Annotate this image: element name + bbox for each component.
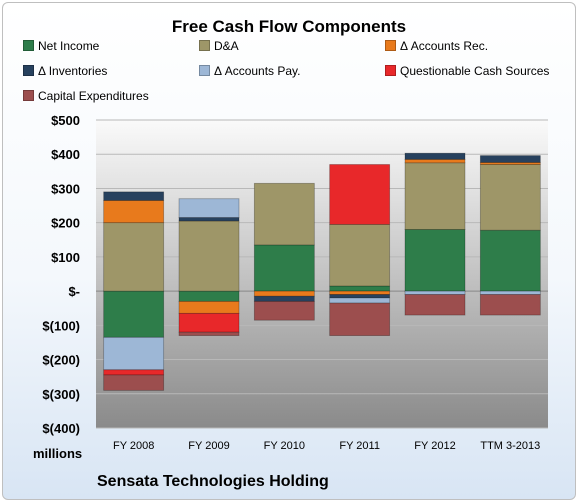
chart-title: Free Cash Flow Components — [171, 17, 407, 36]
plot-area: $500 $400 $300 $200 $100 $- $(100) $(200) $(300)… — [42, 113, 548, 452]
y-tick-label: $- — [68, 284, 80, 299]
bar-segment — [479, 162, 541, 165]
bar-segment — [329, 223, 391, 287]
bar-segment — [178, 300, 240, 314]
bar-segment — [178, 290, 240, 302]
legend-label: Net Income — [38, 39, 100, 53]
y-tick-label: $(300) — [42, 387, 80, 402]
bar-segment — [178, 220, 240, 292]
bar-segment — [103, 191, 165, 201]
x-tick-label: FY 2009 — [188, 440, 229, 452]
bar-segment — [479, 290, 541, 295]
bar-segment — [253, 244, 315, 292]
company-name: Sensata Technologies Holding — [97, 473, 329, 490]
y-tick-label: $100 — [51, 250, 80, 265]
legend-item: D&A — [199, 38, 239, 54]
bar-segment — [329, 290, 391, 295]
legend-item: Δ Accounts Pay. — [199, 63, 301, 79]
y-tick-label: $(400) — [42, 421, 80, 436]
legend-swatch — [385, 40, 396, 51]
y-tick-label: $300 — [51, 181, 80, 196]
legend-label: Δ Inventories — [38, 64, 108, 78]
legend-label: D&A — [214, 39, 239, 53]
bar-segment — [329, 294, 391, 299]
bar-segment — [479, 229, 541, 292]
legend-label: Δ Accounts Pay. — [214, 64, 301, 78]
y-tick-label: $(200) — [42, 353, 80, 368]
y-unit-label: millions — [33, 446, 83, 461]
legend-item: Net Income — [23, 38, 99, 54]
legend-swatch — [23, 65, 34, 76]
legend-item: Δ Inventories — [23, 63, 107, 79]
y-tick-label: $(100) — [42, 318, 80, 333]
legend-label: Capital Expenditures — [38, 89, 149, 103]
bar-segment — [404, 290, 466, 295]
bar-segment — [178, 217, 240, 222]
bar-segment — [103, 369, 165, 376]
bar-segment — [253, 295, 315, 302]
legend-item: Δ Accounts Rec. — [385, 38, 488, 54]
bar-segment — [253, 290, 315, 297]
bar-segment — [178, 198, 240, 218]
bar-segment — [329, 297, 391, 304]
bar-segment — [329, 302, 391, 337]
legend-swatch — [199, 65, 210, 76]
legend-item: Capital Expenditures — [23, 88, 149, 104]
bar-segment — [404, 152, 466, 160]
bar-segment — [329, 164, 391, 225]
bar-segment — [103, 290, 165, 338]
x-tick-label: FY 2012 — [414, 440, 455, 452]
legend-label: Questionable Cash Sources — [400, 64, 550, 78]
legend-swatch — [199, 40, 210, 51]
bar-segment — [103, 200, 165, 224]
bar-segment — [479, 164, 541, 231]
bar-segment — [178, 331, 240, 336]
bar-segment — [329, 285, 391, 292]
bar-segment — [404, 294, 466, 316]
bar-segment — [404, 162, 466, 230]
legend-swatch — [23, 90, 34, 101]
x-tick-label: FY 2011 — [339, 440, 380, 452]
bar-segment — [479, 155, 541, 163]
legend-item: Questionable Cash Sources — [385, 63, 549, 79]
bar-segment — [178, 312, 240, 333]
bar-segment — [253, 182, 315, 246]
x-tick-label: FY 2010 — [264, 440, 305, 452]
bar-segment — [253, 300, 315, 321]
y-tick-label: $400 — [51, 147, 80, 162]
plot-background — [96, 120, 548, 428]
bar-segment — [103, 336, 165, 371]
legend-swatch — [385, 65, 396, 76]
bar-segment — [479, 294, 541, 316]
x-tick-label: TTM 3-2013 — [480, 440, 540, 452]
y-tick-label: $500 — [51, 113, 80, 128]
bar-segment — [103, 374, 165, 391]
legend-swatch — [23, 40, 34, 51]
legend-label: Δ Accounts Rec. — [400, 39, 489, 53]
x-tick-label: FY 2008 — [113, 440, 154, 452]
bar-segment — [103, 222, 165, 292]
bar-segment — [404, 229, 466, 292]
bar-segment — [404, 158, 466, 164]
y-tick-label: $200 — [51, 216, 80, 231]
